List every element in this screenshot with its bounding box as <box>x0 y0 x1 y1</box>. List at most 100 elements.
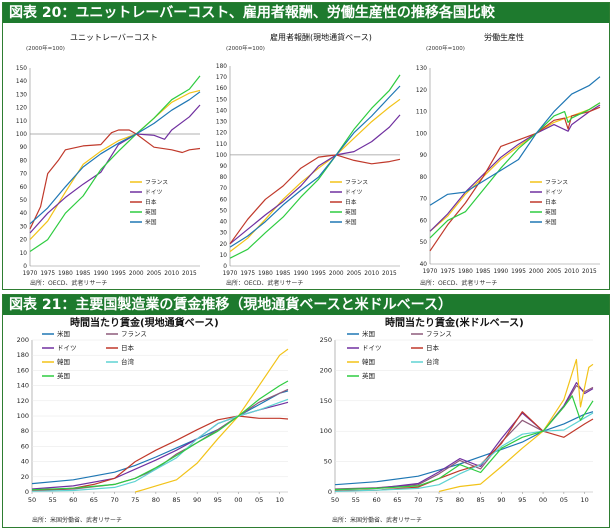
series-line-フランス <box>31 388 289 492</box>
x-tick-label: 2015 <box>382 271 397 277</box>
x-tick-label: 1975 <box>440 269 455 275</box>
legend-label: フランス <box>426 330 452 338</box>
chart-title: ユニットレーバーコスト <box>70 33 158 42</box>
y-tick-label: 50 <box>20 198 28 204</box>
series-line-ドイツ <box>334 382 594 491</box>
x-tick-label: 2000 <box>129 271 144 277</box>
chart-title: 時間当たり賃金(現地通貨ベース) <box>70 316 219 329</box>
series-line-日本 <box>31 415 289 492</box>
legend-label: ドイツ <box>362 344 382 352</box>
y-tick-label: 130 <box>216 120 227 126</box>
legend-label: 英国 <box>362 371 375 380</box>
y-tick-label: 0 <box>23 264 27 270</box>
y-tick-label: 170 <box>216 75 227 81</box>
x-tick-label: 85 <box>172 496 180 504</box>
y-tick-label: 80 <box>220 175 228 181</box>
x-tick-label: 00 <box>539 496 547 504</box>
y-tick-label: 80 <box>420 175 428 181</box>
y-axis-unit-label: (2000年=100) <box>426 44 465 52</box>
x-tick-label: 05 <box>255 496 263 504</box>
x-tick-label: 50 <box>331 496 339 504</box>
legend-label: フランス <box>545 179 568 186</box>
y-tick-label: 0 <box>223 264 227 270</box>
figure-21-panel: 図表 21：主要国製造業の賃金推移（現地通貨ベースと米ドルベース） <box>2 294 610 528</box>
y-tick-label: 20 <box>21 473 29 481</box>
chart-title: 雇用者報酬(現地通貨ベース) <box>270 32 372 42</box>
x-tick-label: 2005 <box>147 271 162 277</box>
legend-label: フランス <box>121 330 147 338</box>
y-tick-label: 120 <box>416 88 427 94</box>
x-tick-label: 1985 <box>76 271 91 277</box>
y-tick-label: 140 <box>17 382 29 390</box>
series-line-英国 <box>29 75 201 252</box>
series-line-英国 <box>229 74 401 259</box>
series-line-ドイツ <box>31 401 289 490</box>
x-tick-label: 1970 <box>423 269 438 275</box>
y-tick-label: 10 <box>220 253 228 259</box>
legend-label: 日本 <box>545 198 557 206</box>
figure-20-source-c: 出所：OECD、武者リサーチ <box>420 280 498 287</box>
legend-label: 米国 <box>145 218 157 226</box>
legend-label: 英国 <box>545 208 557 216</box>
x-tick-label: 2005 <box>547 269 562 275</box>
y-tick-label: 60 <box>20 185 28 191</box>
y-tick-label: 180 <box>17 351 29 359</box>
y-tick-label: 80 <box>20 158 28 164</box>
x-tick-label: 1975 <box>240 271 255 277</box>
y-tick-label: 100 <box>216 153 227 159</box>
legend-label: 米国 <box>362 329 375 338</box>
legend-label: 日本 <box>345 198 357 206</box>
figure-21-title: 図表 21：主要国製造業の賃金推移（現地通貨ベースと米ドルベース） <box>3 295 609 315</box>
series-line-フランス <box>429 102 601 232</box>
y-tick-label: 110 <box>16 119 27 125</box>
x-tick-label: 90 <box>497 496 505 504</box>
series-line-日本 <box>334 411 594 492</box>
y-tick-label: 90 <box>20 145 28 151</box>
x-tick-label: 2010 <box>164 271 179 277</box>
x-tick-label: 1990 <box>493 269 508 275</box>
x-tick-label: 05 <box>560 496 568 504</box>
series-line-フランス <box>229 98 401 253</box>
x-tick-label: 2015 <box>582 269 597 275</box>
x-tick-label: 1990 <box>293 271 308 277</box>
x-tick-label: 1985 <box>476 269 491 275</box>
figure-20-panel: 図表 20：ユニットレーバーコスト、雇用者報酬、労働生産性の推移各国比較 出所：… <box>2 2 610 290</box>
y-tick-label: 100 <box>16 132 27 138</box>
x-tick-label: 10 <box>276 496 284 504</box>
y-tick-label: 90 <box>220 164 228 170</box>
y-tick-label: 60 <box>21 442 29 450</box>
y-tick-label: 60 <box>220 197 228 203</box>
unit-labor-cost-chart: ユニットレーバーコスト (2000年=100) 0 10 20 30 40 50 60 70 80 9… <box>16 33 201 277</box>
series-line-ドイツ <box>29 104 201 234</box>
y-tick-label: 20 <box>20 238 28 244</box>
x-tick-label: 60 <box>69 496 77 504</box>
legend-label: 米国 <box>545 218 557 226</box>
hourly-wage-local-chart: 時間当たり賃金(現地通貨ベース) 0 20 40 60 80 100 120 140 160 180… <box>17 316 289 504</box>
series-line-韓国 <box>438 358 594 492</box>
y-tick-label: 50 <box>324 458 332 466</box>
series-line-ドイツ <box>429 104 601 232</box>
x-tick-label: 75 <box>131 496 139 504</box>
y-tick-label: 130 <box>16 92 27 98</box>
x-tick-label: 70 <box>110 496 118 504</box>
series-line-英国 <box>31 380 289 491</box>
figure-21-source-a: 出所：米国労働省、武者リサーチ <box>32 517 123 524</box>
series-line-米国 <box>229 85 401 248</box>
legend-label: ドイツ <box>145 190 163 196</box>
y-tick-label: 60 <box>420 218 428 224</box>
y-tick-label: 200 <box>320 366 332 374</box>
y-tick-label: 20 <box>220 242 228 248</box>
x-tick-label: 2000 <box>329 271 344 277</box>
figure-20-title: 図表 20：ユニットレーバーコスト、雇用者報酬、労働生産性の推移各国比較 <box>3 3 609 23</box>
legend-label: 台湾 <box>426 357 440 366</box>
y-tick-label: 100 <box>320 427 332 435</box>
x-tick-label: 1990 <box>93 271 108 277</box>
x-tick-label: 80 <box>152 496 160 504</box>
legend-label: 英国 <box>345 208 357 216</box>
y-tick-label: 10 <box>20 251 28 257</box>
y-tick-label: 80 <box>21 427 29 435</box>
y-tick-label: 110 <box>216 142 227 148</box>
x-tick-label: 2010 <box>564 269 579 275</box>
x-tick-label: 1985 <box>276 271 291 277</box>
legend-label: ドイツ <box>345 190 363 196</box>
